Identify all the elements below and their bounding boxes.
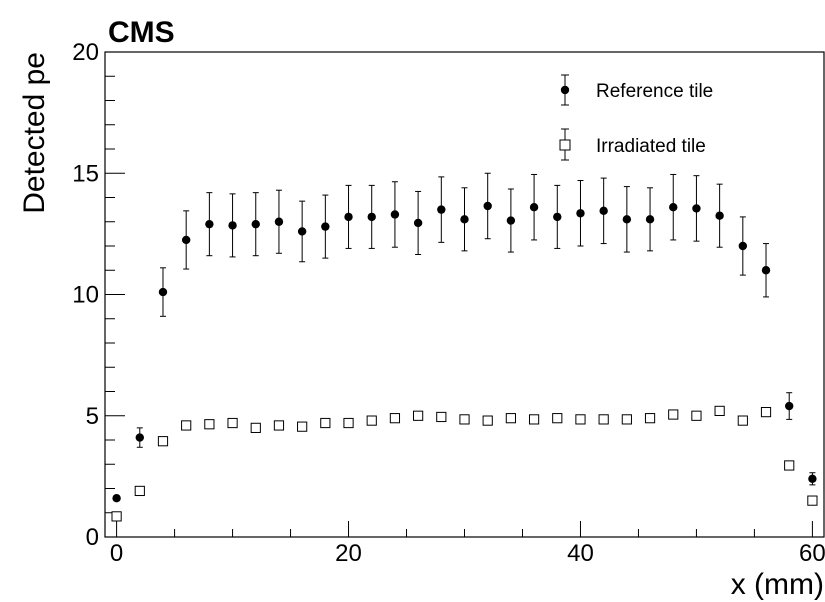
reference-point bbox=[622, 215, 632, 224]
irradiated-point bbox=[250, 422, 261, 433]
irradiated-point bbox=[459, 414, 470, 425]
reference-point bbox=[344, 212, 353, 222]
reference-point bbox=[112, 494, 121, 503]
irradiated-point bbox=[737, 415, 748, 426]
irradiated-point bbox=[273, 420, 285, 431]
reference-point bbox=[205, 219, 214, 229]
legend-entry-irradiated: Irradiated tile bbox=[559, 128, 706, 161]
y-tick-label: 15 bbox=[72, 160, 99, 187]
legend-reference-marker bbox=[560, 85, 570, 95]
reference-point bbox=[297, 227, 307, 236]
reference-point bbox=[669, 203, 678, 212]
irradiated-point bbox=[157, 436, 169, 447]
irradiated-point bbox=[528, 414, 540, 425]
y-tick-label: 20 bbox=[72, 39, 99, 66]
irradiated-point bbox=[668, 409, 679, 420]
legend: Reference tile Irradiated tile bbox=[559, 74, 713, 161]
reference-point bbox=[692, 204, 701, 213]
y-tick-label: 0 bbox=[86, 524, 99, 551]
x-axis-title: x (mm) bbox=[731, 568, 824, 601]
reference-point bbox=[645, 215, 655, 224]
irradiated-point bbox=[227, 417, 238, 429]
x-tick-label: 40 bbox=[567, 540, 594, 567]
reference-point bbox=[506, 216, 516, 225]
reference-point bbox=[321, 222, 330, 231]
reference-point bbox=[761, 266, 771, 275]
irradiated-point bbox=[807, 495, 818, 506]
legend-irradiated-marker bbox=[559, 139, 571, 151]
irradiated-point bbox=[784, 460, 795, 471]
y-tick-label: 5 bbox=[86, 403, 99, 430]
reference-point bbox=[599, 206, 608, 216]
irradiated-point bbox=[760, 407, 772, 418]
irradiated-point bbox=[436, 411, 447, 423]
plot-frame bbox=[104, 51, 825, 538]
irradiated-point bbox=[111, 511, 122, 522]
data-marks bbox=[111, 172, 818, 522]
irradiated-point bbox=[575, 414, 586, 425]
reference-point bbox=[135, 433, 144, 442]
reference-point bbox=[808, 474, 817, 483]
reference-point bbox=[576, 209, 585, 218]
reference-point bbox=[529, 203, 539, 212]
x-tick-label: 0 bbox=[110, 540, 123, 567]
reference-point bbox=[181, 235, 191, 245]
irradiated-point bbox=[714, 405, 725, 416]
legend-irradiated-label: Irradiated tile bbox=[596, 136, 706, 157]
reference-point bbox=[437, 205, 446, 214]
y-tick-label: 10 bbox=[72, 282, 99, 309]
irradiated-point bbox=[552, 413, 563, 424]
irradiated-point bbox=[482, 415, 493, 426]
reference-point bbox=[158, 287, 168, 297]
reference-point bbox=[274, 217, 284, 226]
reference-point bbox=[367, 212, 376, 222]
tick-labels: 0 20 40 60 0 5 10 15 20 bbox=[72, 39, 825, 567]
reference-point bbox=[390, 210, 400, 219]
x-tick-label: 60 bbox=[799, 540, 825, 567]
y-axis-title: Detected pe bbox=[18, 52, 51, 214]
x-tick-label: 20 bbox=[335, 540, 362, 567]
irradiated-point bbox=[413, 410, 424, 421]
irradiated-point bbox=[598, 414, 609, 425]
reference-point bbox=[460, 215, 469, 224]
irradiated-point bbox=[691, 410, 702, 421]
irradiated-point bbox=[181, 420, 192, 431]
legend-entry-reference: Reference tile bbox=[560, 74, 713, 106]
reference-point bbox=[738, 241, 748, 251]
irradiated-point bbox=[134, 485, 145, 497]
reference-point bbox=[785, 401, 794, 411]
irradiated-point bbox=[644, 413, 656, 424]
irradiated-point bbox=[320, 417, 331, 429]
irradiated-point bbox=[343, 417, 354, 429]
reference-point bbox=[553, 212, 562, 222]
irradiated-point bbox=[505, 413, 516, 424]
reference-point bbox=[251, 219, 260, 229]
reference-point bbox=[483, 201, 492, 211]
axis-ticks bbox=[105, 51, 813, 538]
cms-label: CMS bbox=[108, 16, 175, 49]
reference-point bbox=[715, 211, 724, 220]
irradiated-point bbox=[389, 413, 401, 424]
reference-point bbox=[228, 221, 237, 230]
legend-reference-label: Reference tile bbox=[596, 81, 713, 102]
irradiated-point bbox=[204, 419, 215, 430]
reference-point bbox=[413, 218, 423, 228]
irradiated-point bbox=[621, 414, 632, 425]
irradiated-point bbox=[366, 415, 377, 426]
irradiated-point bbox=[297, 421, 308, 432]
